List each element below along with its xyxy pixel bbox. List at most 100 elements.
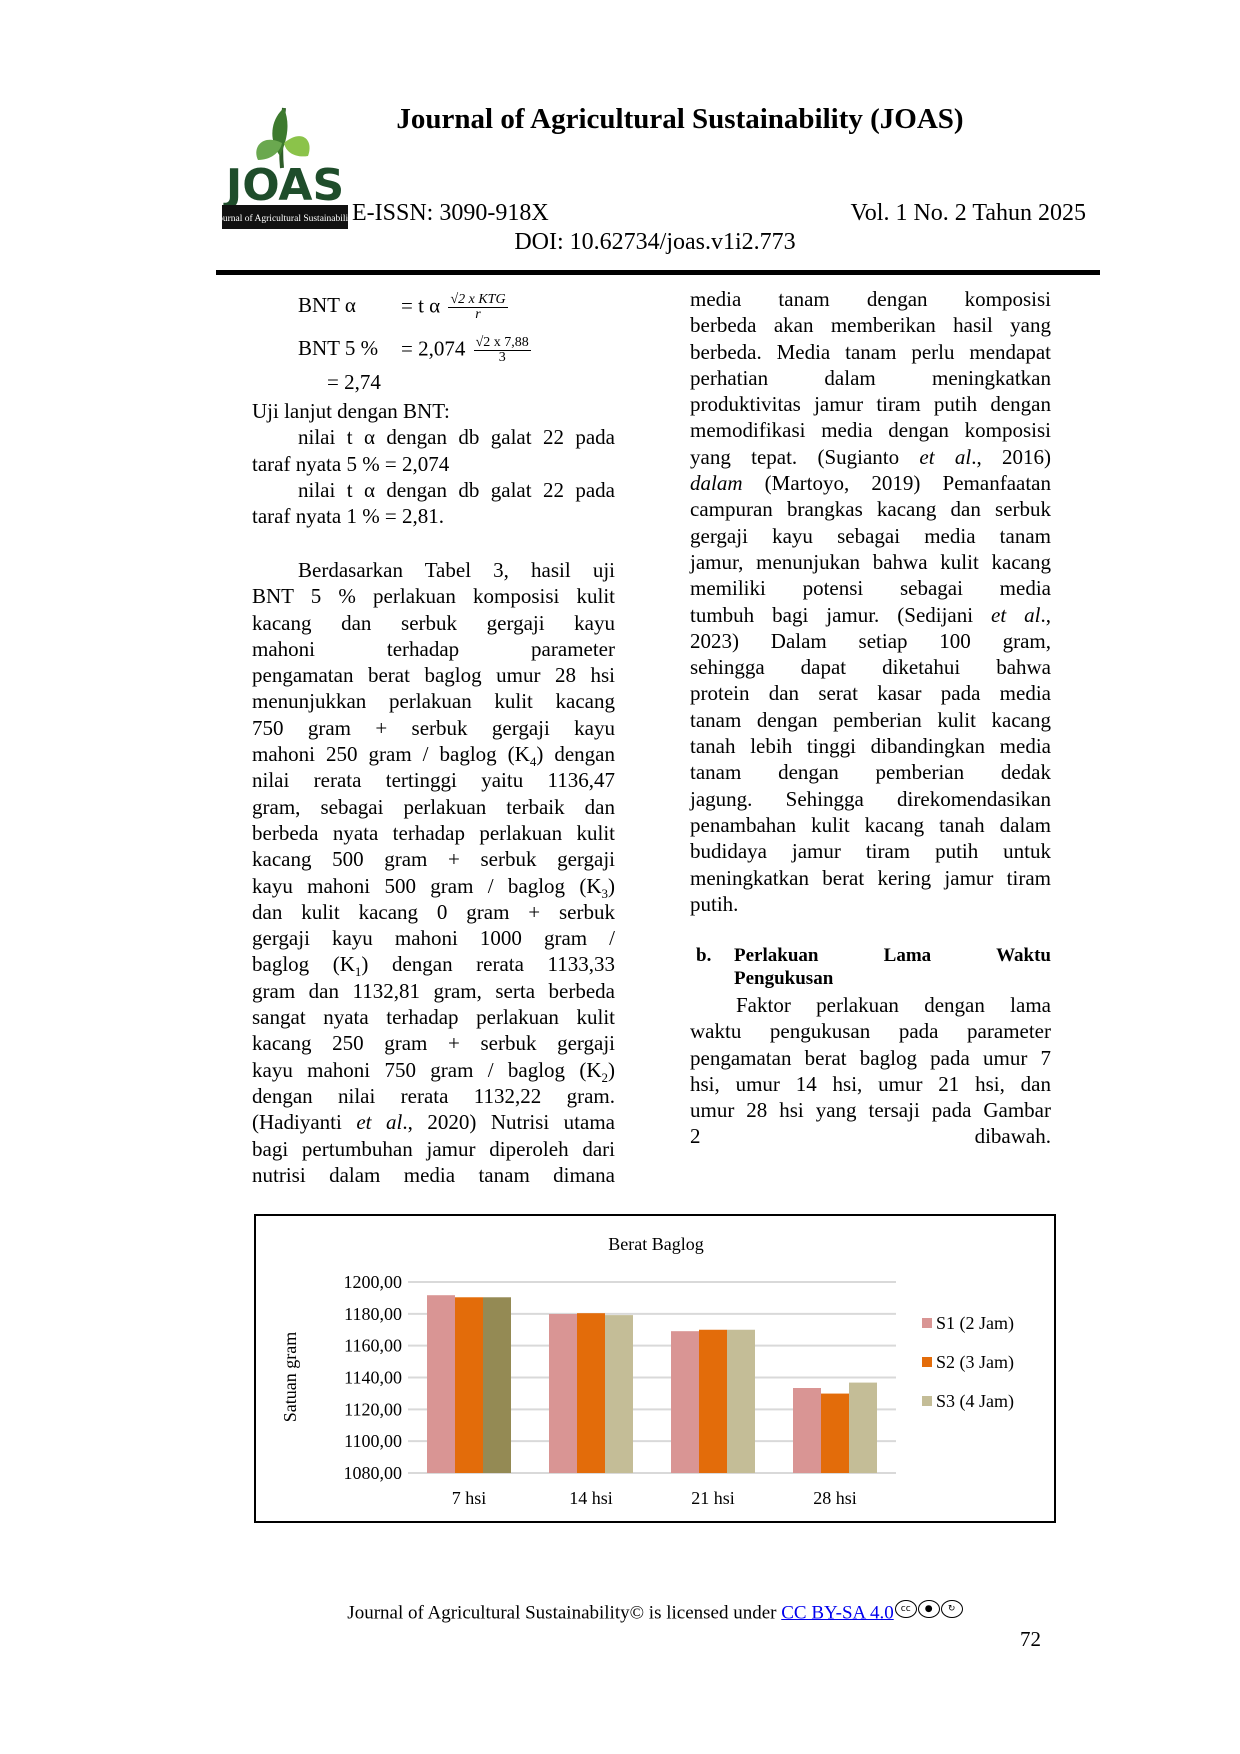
journal-logo: JOAS Journal of Agricultural Sustainabil…: [214, 98, 356, 232]
text-segment: pengamatan berat baglog pada umur 7: [690, 1045, 1051, 1070]
text-segment: baglog (K: [252, 952, 355, 977]
text-line: tanam dengan pemberian dedak: [690, 759, 1051, 785]
text-segment: memiliki potensi sebagai media: [690, 576, 1051, 601]
text-line: kacang dan serbuk gergaji kayu: [252, 610, 615, 636]
attribution-icon: ●: [917, 1600, 940, 1618]
y-tick-label: 1180,00: [344, 1304, 402, 1324]
text-line: nilai t α dengan db galat 22 pada: [252, 424, 615, 450]
logo-banner-text: Journal of Agricultural Sustainability: [222, 213, 348, 224]
text-segment: .,: [1040, 602, 1052, 627]
text-segment: campuran brangkas kacang dan serbuk: [690, 497, 1051, 522]
formula-fraction: √2 x KTG r: [448, 293, 508, 322]
text-segment: mahoni 250 gram / baglog (K: [252, 742, 530, 767]
text-segment: kayu mahoni 750 gram / baglog (K: [252, 1057, 602, 1082]
text-line: kayu mahoni 750 gram / baglog (K2): [252, 1057, 615, 1085]
bar-2-28hsi: [821, 1393, 849, 1473]
text-segment: sangat nyata terhadap perlakuan kulit: [252, 1005, 615, 1030]
text-segment: sehingga dapat diketahui bahwa: [690, 655, 1051, 680]
header-rule: [216, 270, 1100, 275]
share-alike-icon: ↻: [940, 1600, 963, 1618]
bar-3-7hsi: [483, 1297, 511, 1473]
text-line: tanam dengan pemberian kulit kacang: [690, 707, 1051, 733]
text-segment: waktu pengukusan pada parameter: [690, 1019, 1051, 1044]
text-segment: penambahan kulit kacang tanah dalam: [690, 812, 1051, 837]
subscript: 2: [601, 1069, 609, 1085]
text-segment: gergaji kayu mahoni 1000 gram /: [252, 926, 615, 951]
text-segment: protein dan serat kasar pada media: [690, 681, 1051, 706]
bar-2-7hsi: [455, 1297, 483, 1473]
text-segment: tanam dengan pemberian dedak: [690, 760, 1051, 785]
formula-fraction: √2 x 7,88 3: [473, 335, 531, 365]
text-segment: berbeda. Media tanam perlu mendapat: [690, 339, 1051, 364]
legend-label: S3 (4 Jam): [936, 1391, 1014, 1412]
text-segment: meningkatkan berat kering jamur tiram: [690, 865, 1051, 890]
text-segment: Faktor perlakuan dengan lama: [736, 993, 1051, 1017]
text-line: umur 28 hsi yang tersaji pada Gambar: [690, 1097, 1051, 1123]
text-line: baglog (K1) dengan rerata 1133,33: [252, 951, 615, 978]
text-line: campuran brangkas kacang dan serbuk: [690, 496, 1051, 522]
text-line: dengan nilai rerata 1132,22 gram.: [252, 1083, 615, 1109]
license-link[interactable]: CC BY-SA 4.0: [781, 1602, 894, 1624]
subscript: 4: [529, 754, 537, 770]
text-segment: nilai rerata tertinggi yaitu 1136,47: [252, 768, 615, 793]
bar-chart: Berat Baglog 1080,00 1100,00 1120,00 1140,00…: [280, 1234, 1014, 1508]
text-segment: taraf nyata 5 % = 2,074: [252, 451, 450, 476]
y-tick-label: 1100,00: [344, 1431, 402, 1451]
formula-label: BNT 5 %: [298, 336, 379, 360]
text-line: meningkatkan berat kering jamur tiram: [690, 865, 1051, 891]
chart-figure: Berat Baglog 1080,00 1100,00 1120,00 1140,00…: [254, 1214, 1056, 1523]
footer-license: Journal of Agricultural Sustainability© …: [0, 1600, 1240, 1624]
text-line: mahoni terhadap parameter: [252, 636, 615, 662]
bar-1-28hsi: [793, 1388, 821, 1473]
bar-3-14hsi: [605, 1315, 633, 1473]
legend-label: S2 (3 Jam): [936, 1352, 1014, 1373]
text-segment: ): [608, 1057, 615, 1082]
text-line: jamur, menunjukan bahwa kulit kacang: [690, 549, 1051, 575]
text-line: dan kulit kacang 0 gram + serbuk: [252, 899, 615, 925]
text-line: pengamatan berat baglog pada umur 7: [690, 1045, 1051, 1071]
bar-2-14hsi: [577, 1313, 605, 1473]
legend-swatch: [922, 1318, 932, 1328]
text-line: tanah lebih tinggi dibandingkan media: [690, 733, 1051, 759]
denominator: 3: [498, 350, 506, 365]
left-paragraph: Berdasarkan Tabel 3, hasil uji BNT 5 % pe…: [252, 557, 615, 1188]
text-line: nilai t α dengan db galat 22 pada: [252, 477, 615, 503]
text-line: tumbuh bagi jamur. (Sedijani et al.,: [690, 602, 1051, 628]
y-tick-label: 1200,00: [344, 1272, 403, 1292]
text-line: 2 dibawah.: [690, 1123, 1051, 1149]
text-segment: berbeda akan memberikan hasil yang: [690, 313, 1051, 338]
text-line: kacang 250 gram + serbuk gergaji: [252, 1030, 615, 1056]
text-segment: gram, sebagai perlakuan terbaik dan: [252, 794, 615, 819]
text-segment: nilai t α dengan db galat 22 pada: [298, 425, 615, 450]
doi: DOI: 10.62734/joas.v1i2.773: [514, 229, 796, 255]
italic-text: et al: [919, 444, 972, 469]
y-tick-label: 1140,00: [344, 1368, 402, 1388]
chart-title: Berat Baglog: [608, 1234, 703, 1254]
text-segment: Berdasarkan Tabel 3, hasil uji: [298, 558, 615, 582]
text-segment: berbeda nyata terhadap perlakuan kulit: [252, 820, 615, 845]
text-segment: gergaji kayu sebagai media tanam: [690, 523, 1051, 548]
text-line: memodifikasi media dengan komposisi: [690, 417, 1051, 443]
text-segment: kacang 500 gram + serbuk gergaji: [252, 847, 615, 872]
text-segment: perhatian dalam meningkatkan: [690, 365, 1051, 390]
bar-3-21hsi: [727, 1329, 755, 1473]
text-segment: 750 gram + serbuk gergaji kayu: [252, 715, 615, 740]
y-axis-label: Satuan gram: [280, 1332, 300, 1422]
numerator: √2 x 7,88: [473, 335, 531, 351]
text-line: gergaji kayu sebagai media tanam: [690, 523, 1051, 549]
text-segment: kayu mahoni 500 gram / baglog (K: [252, 873, 602, 898]
text-line: taraf nyata 5 % = 2,074: [252, 451, 615, 477]
leaf-logo-icon: JOAS Journal of Agricultural Sustainabil…: [214, 107, 356, 229]
text-segment: jamur, menunjukan bahwa kulit kacang: [690, 549, 1051, 574]
formula-result: = 2,74: [327, 370, 381, 394]
text-segment: mahoni terhadap parameter: [252, 636, 615, 661]
text-line: kacang 500 gram + serbuk gergaji: [252, 846, 615, 872]
text-line: gergaji kayu mahoni 1000 gram /: [252, 925, 615, 951]
y-tick-label: 1160,00: [344, 1336, 402, 1356]
text-line: memiliki potensi sebagai media: [690, 575, 1051, 601]
text-line: Uji lanjut dengan BNT:: [252, 398, 615, 424]
text-line: nilai rerata tertinggi yaitu 1136,47: [252, 767, 615, 793]
text-segment: budidaya jamur tiram putih untuk: [690, 839, 1051, 864]
text-segment: nilai t α dengan db galat 22 pada: [298, 477, 615, 502]
x-tick-label: 28 hsi: [813, 1488, 857, 1508]
